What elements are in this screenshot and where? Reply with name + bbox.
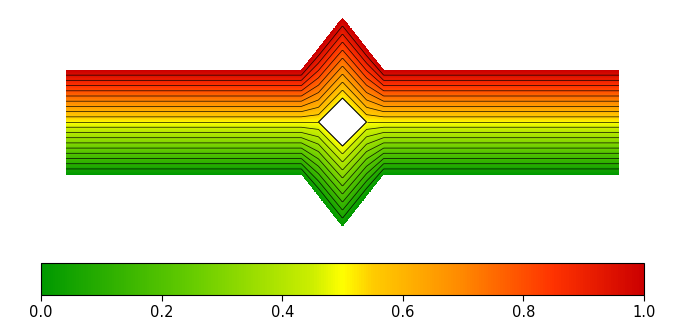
Polygon shape — [319, 98, 366, 146]
